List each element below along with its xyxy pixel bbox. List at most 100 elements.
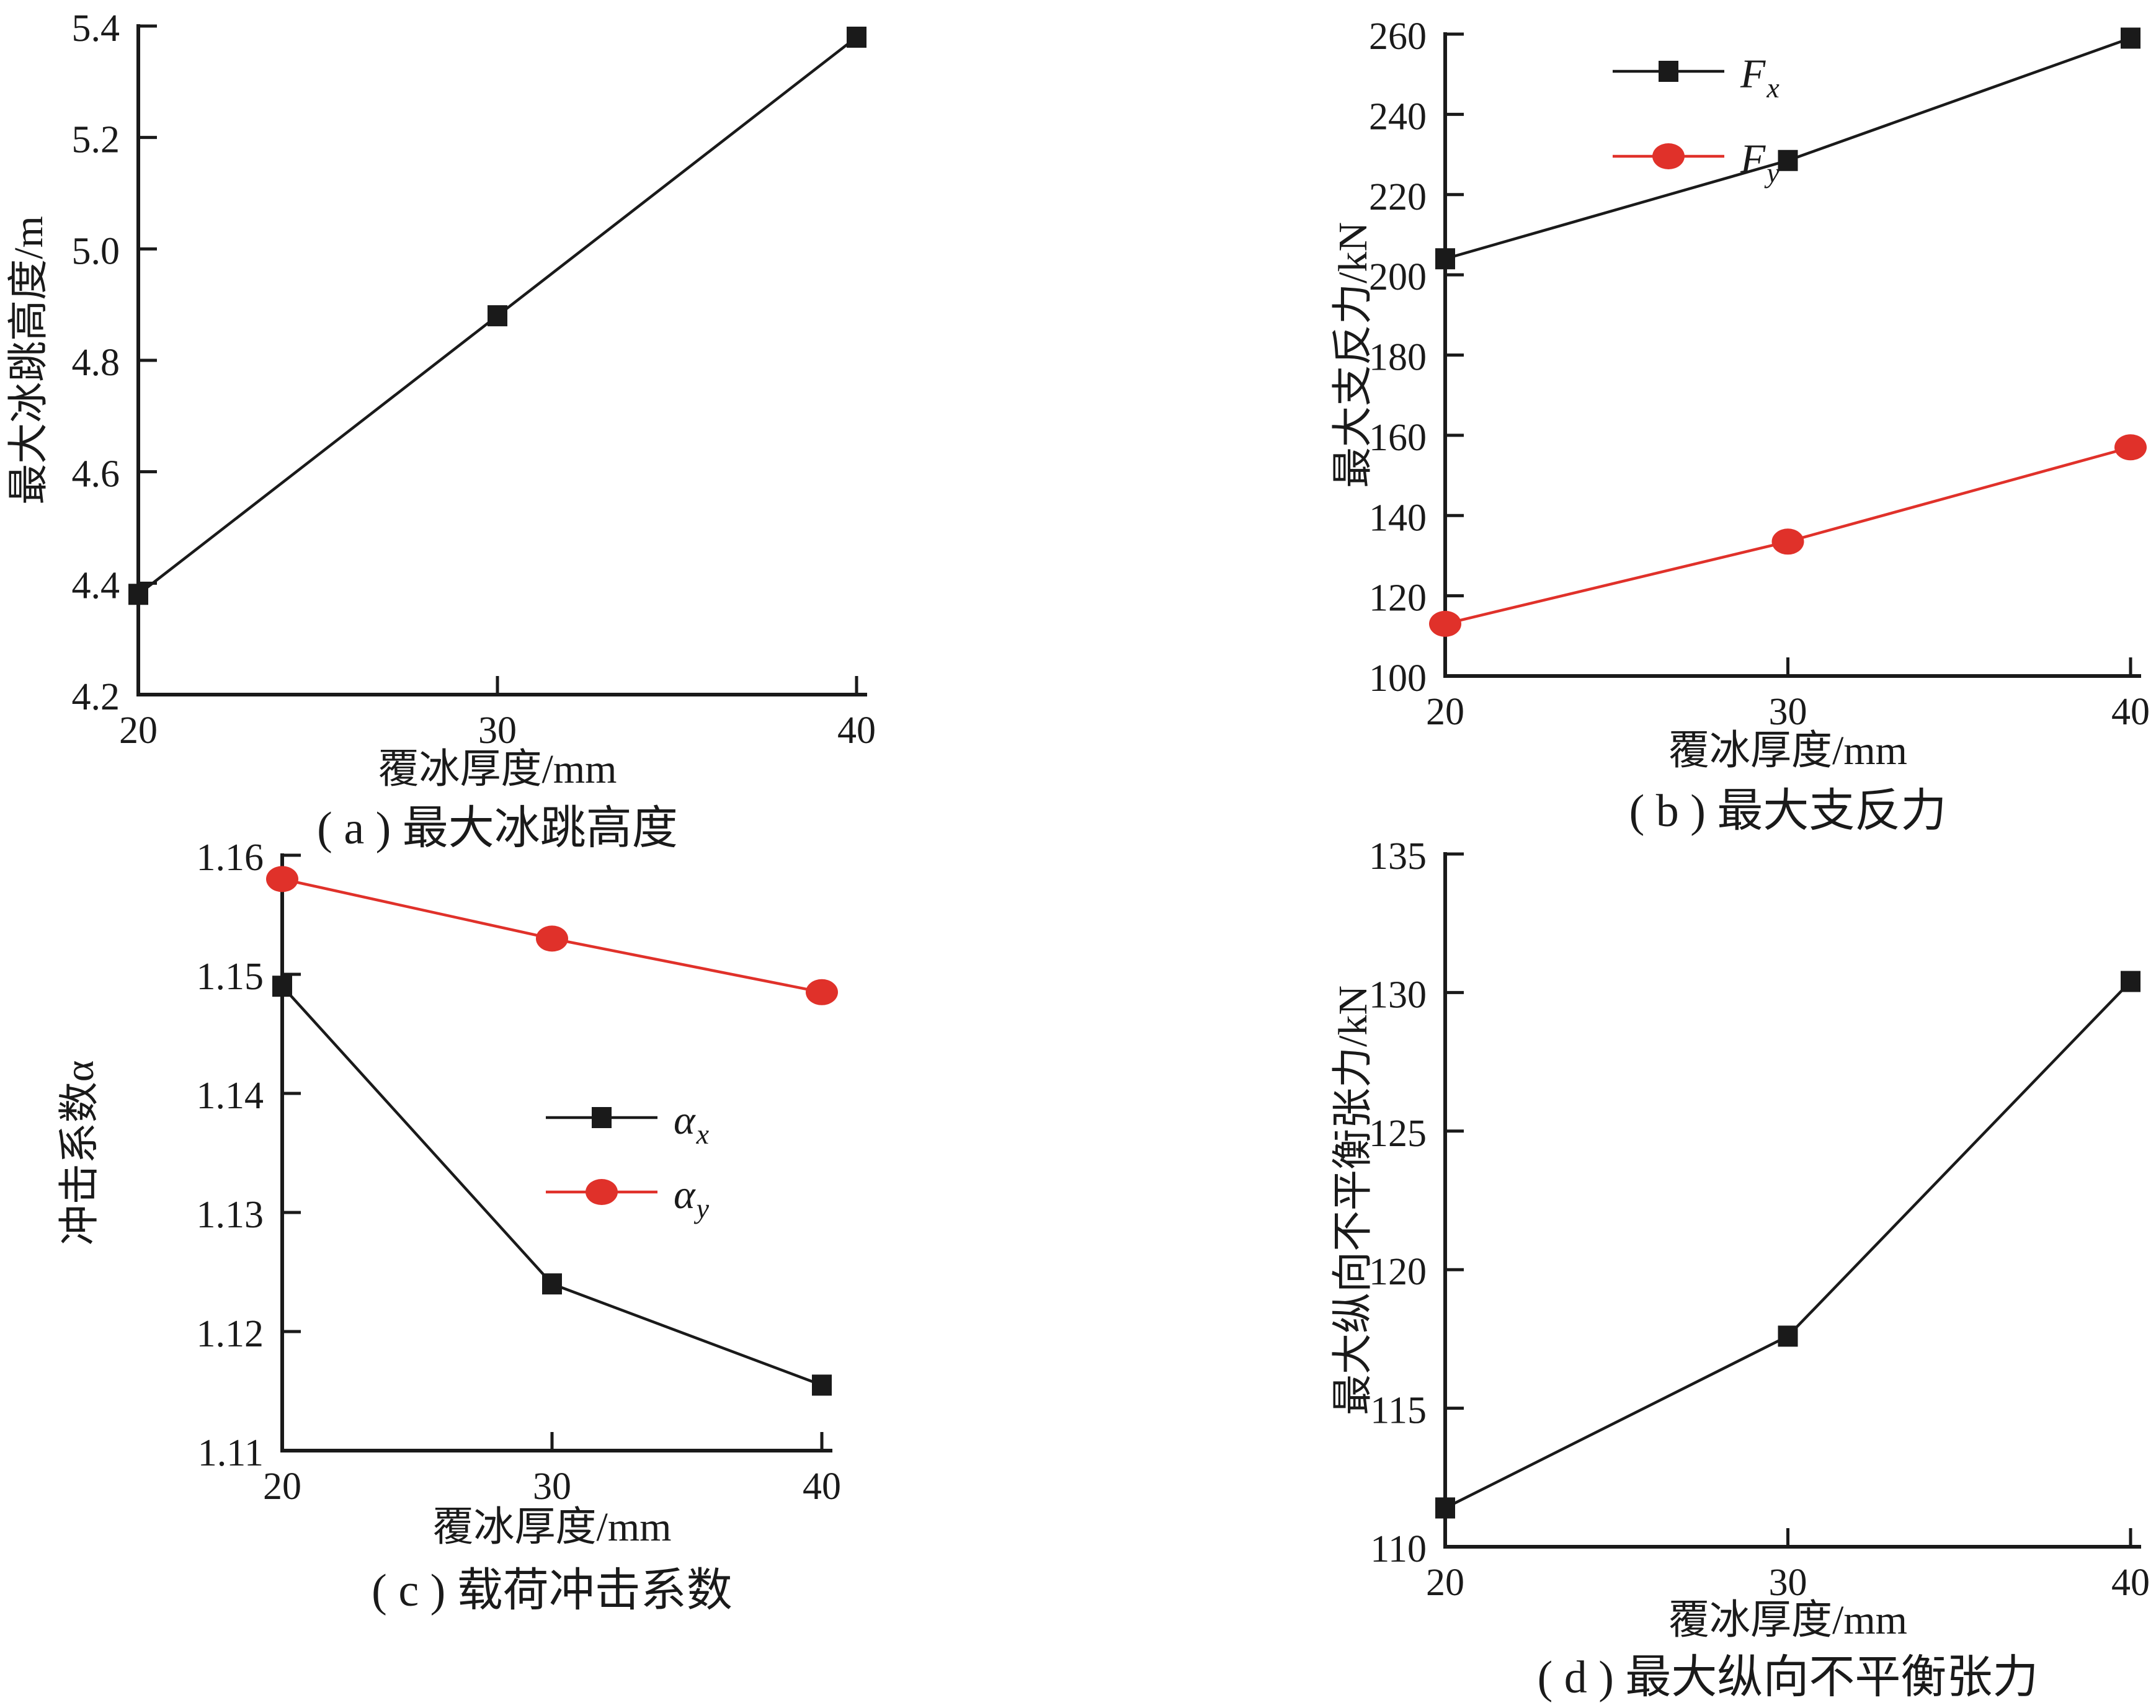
chart-load-impact-coefficient: 1.16 1.15 1.14 1.13 1.12 1.11 20 30 40 αx αy 冲击系数α 覆… <box>0 837 1078 1708</box>
x-axis-title: 覆冰厚度/mm <box>1668 728 1907 773</box>
y-tick-label: 5.4 <box>72 7 120 50</box>
legend: Fx Fy <box>1613 51 1780 189</box>
y-tick-label: 220 <box>1369 176 1427 218</box>
y-axis-ticks: 260 240 220 200 180 160 140 120 100 <box>1369 16 1464 700</box>
y-tick-label: 1.12 <box>197 1313 264 1355</box>
x-tick-label: 40 <box>803 1466 841 1508</box>
data-point <box>488 305 507 327</box>
chart-caption: ( c ) 载荷冲击系数 <box>372 1565 733 1616</box>
x-tick-label: 20 <box>119 709 158 752</box>
legend-marker <box>1659 61 1678 82</box>
y-tick-label: 1.16 <box>197 837 264 879</box>
x-tick-label: 40 <box>2111 1562 2150 1604</box>
data-point <box>1435 248 1455 270</box>
series-max-ice-jump-height <box>128 26 866 605</box>
x-axis-ticks: 20 30 40 <box>263 1432 841 1508</box>
chart-max-unbalanced-tension: 135 130 125 120 115 110 20 30 40 最大纵向不平衡张力/kN 覆冰厚度… <box>1078 835 2156 1708</box>
legend-marker <box>1652 143 1685 169</box>
x-axis-ticks: 20 30 40 <box>1426 1528 2150 1604</box>
data-point <box>536 925 568 952</box>
legend-label: αx <box>674 1098 710 1150</box>
y-tick-label: 110 <box>1370 1528 1427 1570</box>
x-tick-label: 30 <box>1769 1562 1807 1604</box>
series-alpha-x <box>272 976 832 1396</box>
y-axis-title: 最大纵向不平衡张力/kN <box>1330 985 1376 1415</box>
y-axis-title: 最大冰跳高度/m <box>6 216 51 505</box>
legend-marker <box>586 1179 618 1205</box>
x-axis-ticks: 20 30 40 <box>119 676 876 752</box>
x-tick-label: 30 <box>1769 691 1807 733</box>
y-tick-label: 115 <box>1370 1390 1427 1432</box>
x-axis-title: 覆冰厚度/mm <box>378 747 617 792</box>
y-tick-label: 4.4 <box>72 564 120 607</box>
y-tick-label: 200 <box>1369 256 1427 298</box>
y-tick-label: 4.8 <box>72 342 120 384</box>
legend-label: Fy <box>1740 136 1780 189</box>
y-tick-label: 1.13 <box>197 1194 264 1236</box>
y-tick-label: 1.15 <box>197 956 264 998</box>
chart-caption: ( b ) 最大支反力 <box>1629 786 1947 837</box>
x-tick-label: 40 <box>837 709 876 752</box>
y-tick-label: 260 <box>1369 16 1427 58</box>
y-tick-label: 240 <box>1369 96 1427 138</box>
y-axis-title: 冲击系数α <box>57 1061 102 1246</box>
series-line <box>281 985 822 1387</box>
x-tick-label: 20 <box>263 1466 301 1508</box>
series-Fy <box>1429 434 2147 637</box>
legend-label: αy <box>674 1172 710 1224</box>
series-max-longitudinal-unbalanced-tension <box>1435 971 2140 1519</box>
data-point <box>266 866 298 892</box>
y-tick-label: 5.0 <box>72 230 120 272</box>
y-tick-label: 100 <box>1369 657 1427 700</box>
series-Fx <box>1435 27 2140 270</box>
data-point <box>542 1273 562 1295</box>
y-tick-label: 5.2 <box>72 119 120 161</box>
data-point <box>847 26 866 48</box>
data-point <box>2114 434 2147 461</box>
data-point <box>272 976 292 997</box>
data-point <box>1778 1325 1798 1347</box>
chart-caption: ( d ) 最大纵向不平衡张力 <box>1538 1652 2039 1703</box>
y-tick-label: 120 <box>1369 577 1427 620</box>
series-alpha-y <box>266 866 838 1005</box>
x-tick-label: 30 <box>478 709 517 752</box>
data-point <box>2121 971 2140 992</box>
y-tick-label: 140 <box>1369 497 1427 539</box>
chart-max-ice-jump-height: 5.4 5.2 5.0 4.8 4.6 4.4 4.2 20 30 40 最大冰跳高度/m 覆冰厚度/… <box>0 0 1078 854</box>
y-tick-label: 4.6 <box>72 453 120 496</box>
x-tick-label: 30 <box>533 1466 571 1508</box>
x-tick-label: 20 <box>1426 691 1464 733</box>
y-tick-label: 1.14 <box>197 1075 264 1117</box>
y-tick-label: 4.2 <box>72 676 120 718</box>
y-tick-label: 180 <box>1369 337 1427 379</box>
x-axis-title: 覆冰厚度/mm <box>432 1505 671 1550</box>
chart-max-support-reaction: 260 240 220 200 180 160 140 120 100 20 30 40 Fx Fy 最大支… <box>1078 0 2156 854</box>
legend: αx αy <box>546 1098 710 1224</box>
y-tick-label: 135 <box>1369 835 1427 878</box>
data-point <box>1771 528 1804 555</box>
data-point <box>812 1374 832 1396</box>
series-line <box>1445 37 2131 260</box>
axes <box>1443 852 2141 1549</box>
axes <box>136 24 867 696</box>
y-axis-title: 最大支反力/kN <box>1330 222 1376 488</box>
axes <box>1443 32 2141 678</box>
data-point <box>1778 149 1798 171</box>
y-tick-label: 125 <box>1369 1113 1427 1155</box>
data-point <box>806 979 838 1005</box>
data-point <box>2121 27 2140 49</box>
x-tick-label: 20 <box>1426 1562 1464 1604</box>
data-point <box>1435 1497 1455 1519</box>
axis-spines <box>1443 32 2141 678</box>
y-axis-ticks: 135 130 125 120 115 110 <box>1369 835 1464 1570</box>
data-point <box>1429 610 1461 637</box>
y-axis-ticks: 1.16 1.15 1.14 1.13 1.12 1.11 <box>197 837 301 1474</box>
y-tick-label: 120 <box>1369 1251 1427 1293</box>
series-line <box>1444 980 2132 1510</box>
y-axis-ticks: 5.4 5.2 5.0 4.8 4.6 4.4 4.2 <box>72 7 157 718</box>
chart-caption: ( a ) 最大冰跳高度 <box>317 803 678 854</box>
axis-spines <box>1443 852 2141 1549</box>
